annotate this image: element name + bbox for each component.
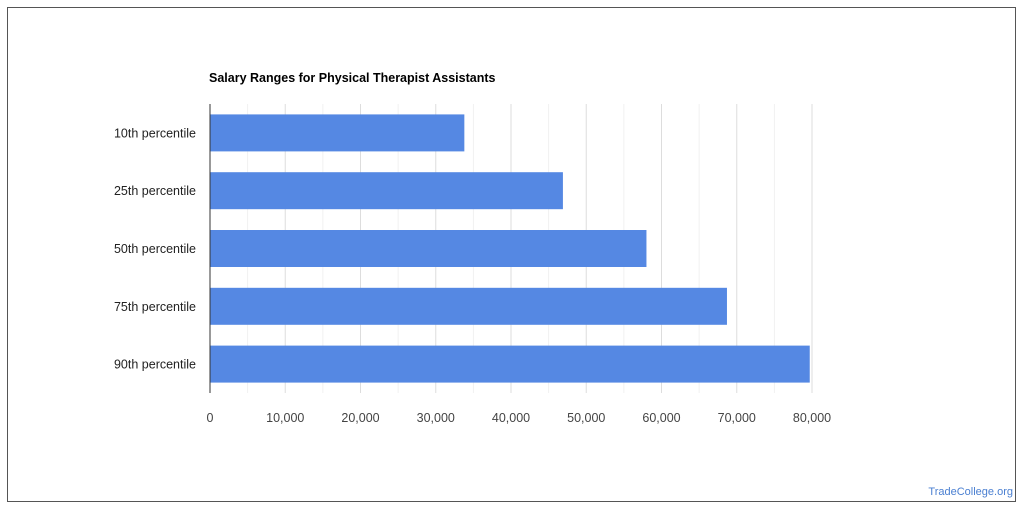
y-tick-label: 90th percentile [114,358,196,372]
y-tick-label: 25th percentile [114,184,196,198]
x-tick-label: 10,000 [266,411,304,425]
x-tick-label: 20,000 [341,411,379,425]
x-tick-label: 50,000 [567,411,605,425]
y-tick-label: 75th percentile [114,300,196,314]
x-tick-label: 40,000 [492,411,530,425]
bar-25th-percentile [210,172,563,210]
x-tick-label: 70,000 [718,411,756,425]
x-tick-label: 60,000 [642,411,680,425]
y-tick-label: 10th percentile [114,126,196,140]
x-tick-label: 30,000 [417,411,455,425]
bar-90th-percentile [210,345,810,383]
chart-title: Salary Ranges for Physical Therapist Ass… [209,71,496,85]
bar-50th-percentile [210,230,647,267]
x-tick-label: 80,000 [793,411,831,425]
x-tick-label: 0 [207,411,214,425]
y-tick-label: 50th percentile [114,242,196,256]
bar-10th-percentile [210,114,465,152]
bar-75th-percentile [210,287,727,325]
site-credit: TradeCollege.org [928,486,1013,498]
